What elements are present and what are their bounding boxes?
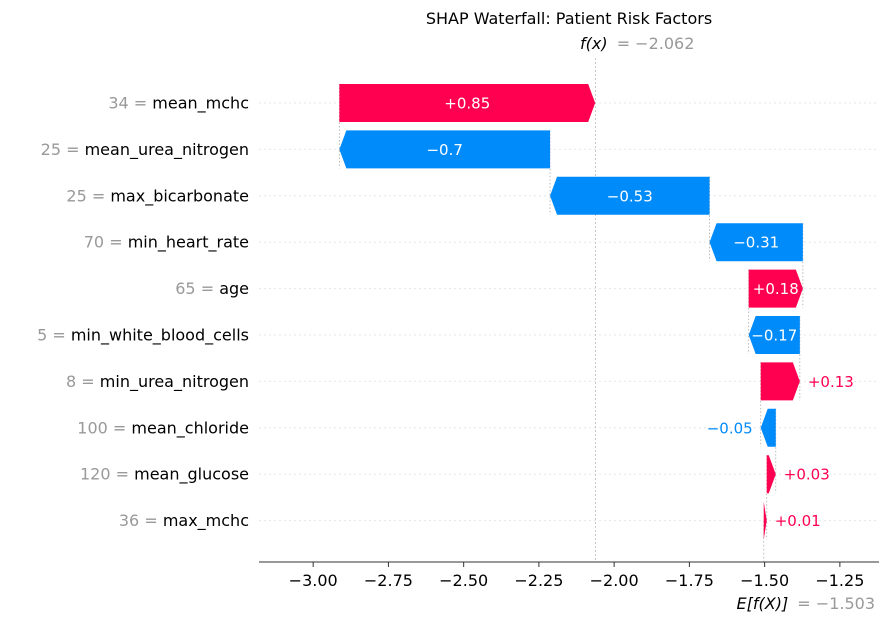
feature-label: 25 = max_bicarbonate (66, 186, 249, 206)
feature-value: 5 = (37, 326, 71, 345)
bar-value-label: +0.85 (444, 95, 490, 113)
feature-value: 34 = (108, 94, 152, 113)
feature-value: 100 = (77, 418, 131, 437)
bar-value-label: +0.13 (808, 373, 854, 391)
feature-value: 25 = (66, 186, 110, 205)
bar-value-label: +0.18 (753, 280, 799, 298)
x-axis: −3.00 −2.75 −2.50 −2.25 −2.00 −1.75 −1.50 −1.25 (259, 561, 879, 590)
svg-text:f(x) = −2.062: f(x) = −2.062 (580, 34, 694, 53)
x-tick-label: −1.75 (665, 571, 714, 590)
x-tick-label: −1.50 (740, 571, 789, 590)
fx-value: = −2.062 (617, 34, 695, 53)
x-tick-label: −3.00 (289, 571, 338, 590)
bars: +0.85 −0.7 −0.53 −0.31 +0.18 −0.17 +0.13 −0.05 +… (339, 84, 854, 540)
feature-label: 65 = age (175, 279, 249, 298)
bar-value-label: −0.31 (733, 234, 779, 252)
feature-value: 65 = (175, 279, 219, 298)
feature-value: 8 = (66, 372, 100, 391)
bar-value-label: −0.7 (426, 141, 462, 159)
bar-value-label: −0.05 (707, 419, 753, 437)
bar-mean_urea_nitrogen (339, 130, 551, 169)
feature-label: 34 = mean_mchc (108, 94, 249, 114)
feature-label: 70 = min_heart_rate (84, 233, 249, 253)
feature-name: mean_chloride (131, 418, 249, 438)
feature-label: 100 = mean_chloride (77, 418, 249, 438)
x-tick-label: −2.75 (364, 571, 413, 590)
feature-value: 70 = (84, 233, 128, 252)
x-tick-label: −2.50 (439, 571, 488, 590)
bar-min_white_blood_cells (748, 316, 800, 354)
feature-name: max_bicarbonate (110, 186, 249, 206)
feature-name: min_urea_nitrogen (100, 372, 249, 392)
x-tick-label: −2.25 (514, 571, 563, 590)
feature-label: 120 = mean_glucose (80, 465, 249, 485)
ex-value: = −1.503 (797, 594, 875, 613)
ex-label: E[f(X)] (737, 594, 789, 613)
feature-name: min_white_blood_cells (71, 326, 249, 346)
bar-max_mchc (763, 501, 767, 540)
bar-age (748, 269, 803, 308)
feature-name: mean_urea_nitrogen (85, 140, 249, 160)
feature-label: 8 = min_urea_nitrogen (66, 372, 249, 392)
feature-value: 120 = (80, 465, 134, 484)
bar-value-label: +0.01 (775, 512, 821, 530)
bar-min_urea_nitrogen (760, 362, 800, 401)
feature-name: max_mchc (163, 511, 249, 531)
feature-label: 25 = mean_urea_nitrogen (41, 140, 249, 160)
bar-mean_mchc (339, 84, 596, 122)
feature-name: mean_mchc (152, 94, 249, 114)
feature-name: mean_glucose (134, 465, 249, 485)
feature-value: 36 = (119, 511, 163, 530)
ex-annotation: E[f(X)] = −1.503 (737, 594, 875, 613)
fx-annotation: f(x) = −2.062 (580, 34, 694, 53)
x-tick-label: −1.25 (815, 571, 864, 590)
chart-title: SHAP Waterfall: Patient Risk Factors (426, 9, 712, 28)
bar-max_bicarbonate (550, 176, 710, 215)
bar-mean_chloride (760, 408, 776, 447)
fx-label: f(x) (580, 34, 608, 53)
svg-text:E[f(X)] = −1.503: E[f(X)] = −1.503 (737, 594, 875, 613)
bar-value-label: +0.03 (784, 466, 830, 484)
feature-value: 25 = (41, 140, 85, 159)
bar-min_heart_rate (709, 223, 803, 262)
bar-mean_glucose (766, 455, 776, 494)
feature-name: age (219, 279, 249, 298)
feature-label: 5 = min_white_blood_cells (37, 326, 249, 346)
feature-name: min_heart_rate (128, 233, 249, 253)
bar-value-label: −0.17 (751, 327, 797, 345)
bar-value-label: −0.53 (607, 187, 653, 205)
feature-label: 36 = max_mchc (119, 511, 249, 531)
x-tick-label: −2.00 (590, 571, 639, 590)
